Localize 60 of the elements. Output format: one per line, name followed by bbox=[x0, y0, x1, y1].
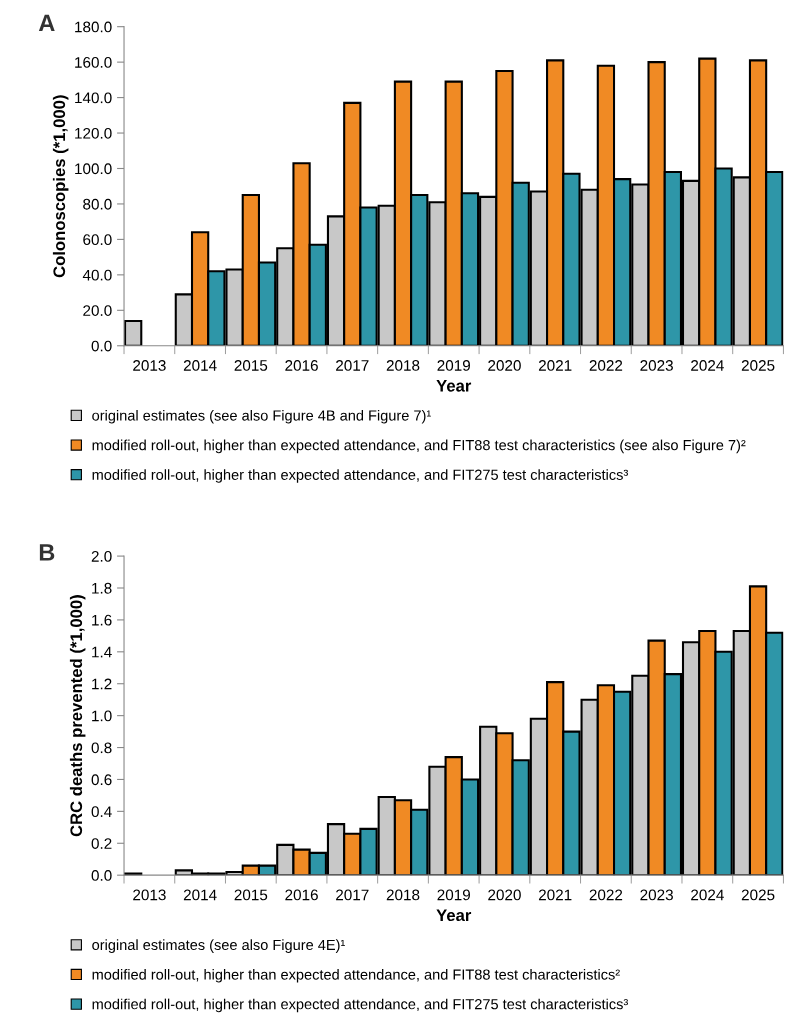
y-tick-label: 60.0 bbox=[83, 234, 112, 246]
x-tick-label: 2019 bbox=[437, 360, 470, 371]
x-tick-label: 2014 bbox=[183, 360, 217, 371]
x-tick-label: 2020 bbox=[488, 889, 521, 901]
x-tick-label: 2023 bbox=[640, 360, 673, 371]
x-tick-label: 2015 bbox=[234, 360, 268, 371]
y-tick-label: 160.0 bbox=[75, 57, 112, 68]
y-tick-label: 0.0 bbox=[91, 340, 112, 352]
x-tick-label: 2017 bbox=[336, 889, 369, 901]
y-tick-label: 0.0 bbox=[91, 870, 112, 881]
x-tick-label: 2024 bbox=[691, 889, 724, 901]
legend-label: original estimates (see also Figure 4E)¹ bbox=[92, 939, 345, 953]
x-tick-label: 2022 bbox=[589, 360, 623, 371]
x-tick-label: 2023 bbox=[640, 889, 673, 901]
y-tick-label: 20.0 bbox=[83, 305, 112, 316]
y-tick-label: 100.0 bbox=[75, 163, 112, 175]
y-tick-label: 0.8 bbox=[91, 742, 112, 754]
x-tick-label: 2015 bbox=[234, 889, 268, 901]
y-tick-label: 0.4 bbox=[91, 806, 112, 818]
y-tick-label: 1.4 bbox=[92, 646, 112, 658]
y-tick-label: 120.0 bbox=[75, 127, 112, 139]
legend-label: original estimates (see also Figure 4B and Figure 7)¹ bbox=[92, 409, 431, 424]
x-axis-title: Year bbox=[436, 380, 472, 392]
chart-title: B bbox=[39, 544, 55, 561]
x-tick-label: 2016 bbox=[285, 889, 318, 901]
x-tick-label: 2025 bbox=[741, 360, 775, 371]
legend-label: modified roll-out, higher than expected attendance, and FIT275 test characteristics³ bbox=[92, 469, 628, 483]
x-tick-label: 2013 bbox=[133, 360, 166, 371]
x-tick-label: 2013 bbox=[133, 889, 166, 901]
y-tick-label: 140.0 bbox=[75, 92, 112, 104]
x-tick-label: 2020 bbox=[488, 360, 521, 371]
y-tick-label: 40.0 bbox=[82, 269, 112, 281]
y-tick-label: 2.0 bbox=[91, 550, 112, 562]
x-tick-label: 2021 bbox=[538, 889, 572, 901]
y-tick-label: 180.0 bbox=[75, 21, 112, 33]
y-tick-label: 1.8 bbox=[92, 582, 112, 594]
y-tick-label: 1.6 bbox=[92, 614, 112, 626]
y-tick-label: 1.0 bbox=[92, 710, 112, 722]
x-tick-label: 2025 bbox=[741, 889, 775, 901]
legend-label: modified roll-out, higher than expected attendance, and FIT88 test characteristics² bbox=[92, 968, 620, 983]
chart-title: A bbox=[38, 14, 55, 32]
bar bbox=[124, 319, 143, 346]
y-tick-label: 80.0 bbox=[83, 198, 112, 210]
x-tick-label: 2014 bbox=[183, 889, 217, 901]
x-tick-label: 2022 bbox=[589, 889, 623, 901]
y-tick-label: 0.2 bbox=[91, 838, 112, 849]
x-tick-label: 2018 bbox=[386, 360, 420, 371]
x-tick-label: 2016 bbox=[285, 360, 318, 371]
y-tick-label: 1.2 bbox=[92, 678, 112, 690]
x-tick-label: 2024 bbox=[691, 360, 724, 371]
legend-label: modified roll-out, higher than expected attendance, and FIT88 test characteristics (see also Figure 7)² bbox=[92, 439, 746, 454]
x-tick-label: 2018 bbox=[386, 889, 420, 901]
y-tick-label: 0.6 bbox=[91, 774, 112, 786]
legend-label: modified roll-out, higher than expected attendance, and FIT275 test characteristics³ bbox=[92, 998, 628, 1013]
x-tick-label: 2019 bbox=[437, 889, 470, 901]
x-tick-label: 2021 bbox=[538, 360, 572, 371]
x-axis-title: Year bbox=[436, 909, 472, 922]
y-axis-title: CRC deaths prevented (*1,000) bbox=[69, 595, 86, 837]
y-axis-title: Colonoscopies (*1,000) bbox=[52, 95, 69, 278]
x-tick-label: 2017 bbox=[336, 360, 369, 371]
